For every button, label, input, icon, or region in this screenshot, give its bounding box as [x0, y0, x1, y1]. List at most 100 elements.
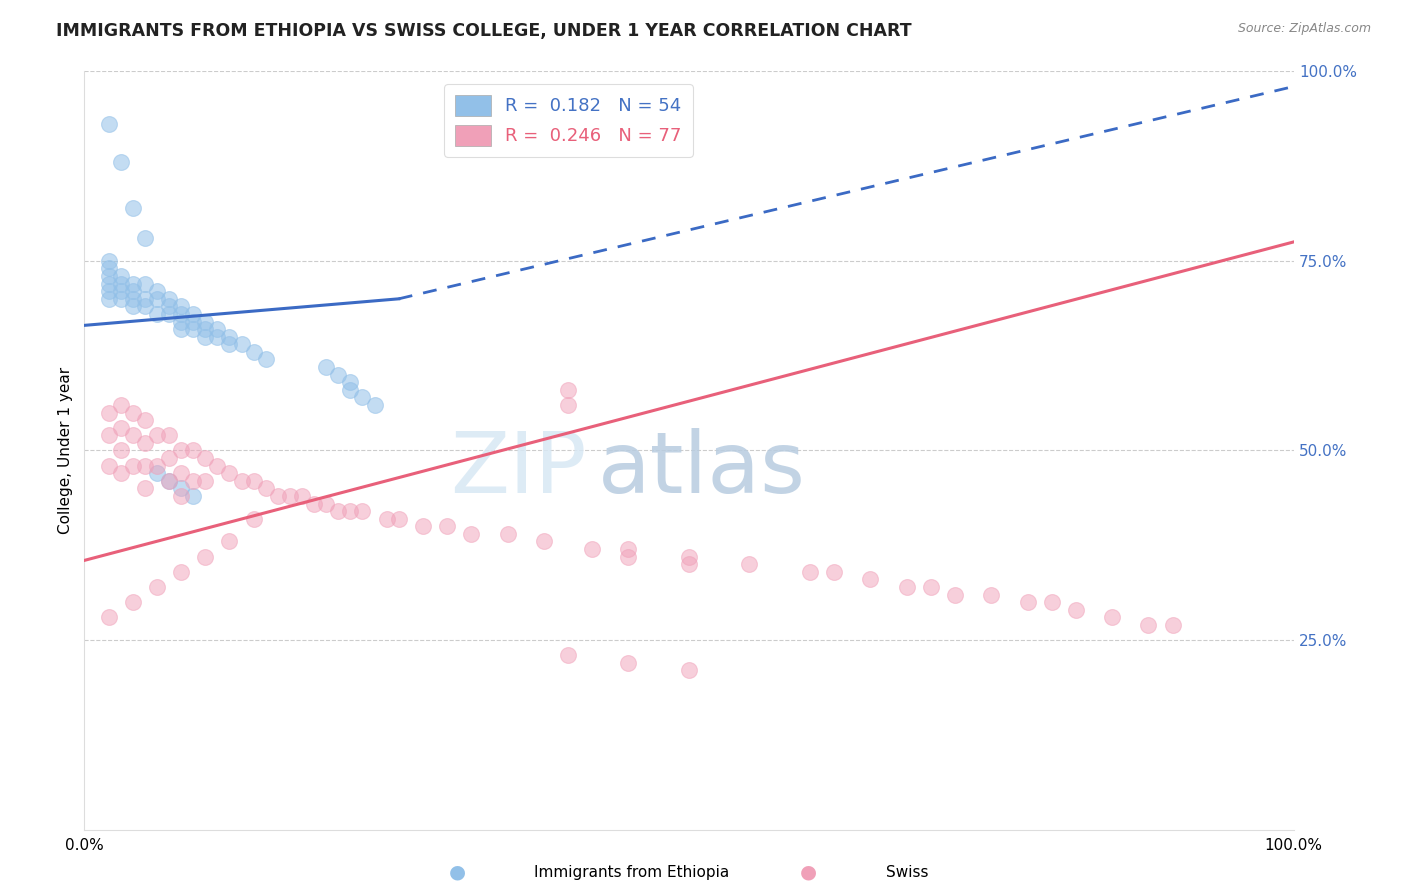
Point: [678, 664, 700, 678]
Point: [799, 565, 821, 579]
Point: [134, 482, 156, 496]
Point: [328, 504, 350, 518]
Point: [218, 337, 240, 351]
Point: [218, 330, 240, 344]
Point: [388, 512, 411, 526]
Point: [146, 458, 169, 473]
Text: IMMIGRANTS FROM ETHIOPIA VS SWISS COLLEGE, UNDER 1 YEAR CORRELATION CHART: IMMIGRANTS FROM ETHIOPIA VS SWISS COLLEG…: [56, 22, 912, 40]
Point: [533, 534, 555, 549]
Point: [170, 307, 193, 321]
Point: [375, 512, 398, 526]
Point: [170, 489, 193, 503]
Point: [267, 489, 290, 503]
Point: [134, 231, 156, 245]
Point: [170, 322, 193, 336]
Point: [352, 504, 374, 518]
Point: [97, 610, 120, 624]
Point: [97, 458, 120, 473]
Point: [352, 391, 374, 405]
Point: [291, 489, 314, 503]
Point: [97, 269, 120, 284]
Point: [1040, 595, 1063, 609]
Point: [617, 542, 640, 557]
Text: ZIP: ZIP: [450, 428, 586, 511]
Point: [121, 595, 143, 609]
Point: [254, 352, 277, 367]
Point: [110, 421, 132, 435]
Point: [207, 458, 229, 473]
Point: [1161, 617, 1184, 632]
Point: [97, 405, 120, 420]
Point: [181, 474, 204, 488]
Point: [170, 565, 193, 579]
Point: [146, 428, 169, 442]
Text: atlas: atlas: [599, 428, 806, 511]
Point: [207, 322, 229, 336]
Point: [194, 451, 217, 466]
Point: [134, 300, 156, 314]
Point: [496, 526, 519, 541]
Point: [557, 398, 579, 412]
Point: [328, 368, 350, 382]
Y-axis label: College, Under 1 year: College, Under 1 year: [58, 367, 73, 534]
Point: [617, 656, 640, 670]
Point: [943, 588, 966, 602]
Point: [97, 117, 120, 131]
Point: [194, 549, 217, 564]
Point: [194, 322, 217, 336]
Text: ●: ●: [449, 863, 465, 882]
Point: [339, 504, 361, 518]
Point: [859, 573, 882, 587]
Point: [231, 337, 253, 351]
Point: [134, 292, 156, 306]
Point: [157, 451, 180, 466]
Point: [157, 292, 180, 306]
Point: [170, 314, 193, 328]
Point: [231, 474, 253, 488]
Point: [1137, 617, 1160, 632]
Point: [110, 155, 132, 169]
Point: [678, 557, 700, 572]
Text: ●: ●: [800, 863, 817, 882]
Point: [146, 285, 169, 299]
Text: Swiss: Swiss: [886, 865, 928, 880]
Point: [110, 292, 132, 306]
Point: [134, 458, 156, 473]
Point: [617, 549, 640, 564]
Point: [157, 474, 180, 488]
Point: [121, 292, 143, 306]
Point: [170, 482, 193, 496]
Point: [207, 330, 229, 344]
Point: [157, 474, 180, 488]
Point: [170, 467, 193, 481]
Point: [181, 322, 204, 336]
Point: [157, 300, 180, 314]
Point: [110, 269, 132, 284]
Point: [110, 398, 132, 412]
Point: [121, 405, 143, 420]
Point: [194, 474, 217, 488]
Point: [170, 300, 193, 314]
Point: [738, 557, 761, 572]
Point: [315, 496, 337, 510]
Point: [218, 467, 240, 481]
Point: [823, 565, 845, 579]
Point: [97, 292, 120, 306]
Point: [278, 489, 301, 503]
Point: [134, 413, 156, 427]
Point: [121, 300, 143, 314]
Point: [181, 307, 204, 321]
Point: [194, 314, 217, 328]
Point: [339, 376, 361, 390]
Point: [170, 443, 193, 458]
Point: [254, 482, 277, 496]
Point: [581, 542, 603, 557]
Point: [134, 436, 156, 450]
Point: [315, 359, 337, 375]
Point: [1064, 603, 1087, 617]
Point: [218, 534, 240, 549]
Point: [121, 201, 143, 215]
Point: [121, 458, 143, 473]
Point: [181, 489, 204, 503]
Point: [980, 588, 1002, 602]
